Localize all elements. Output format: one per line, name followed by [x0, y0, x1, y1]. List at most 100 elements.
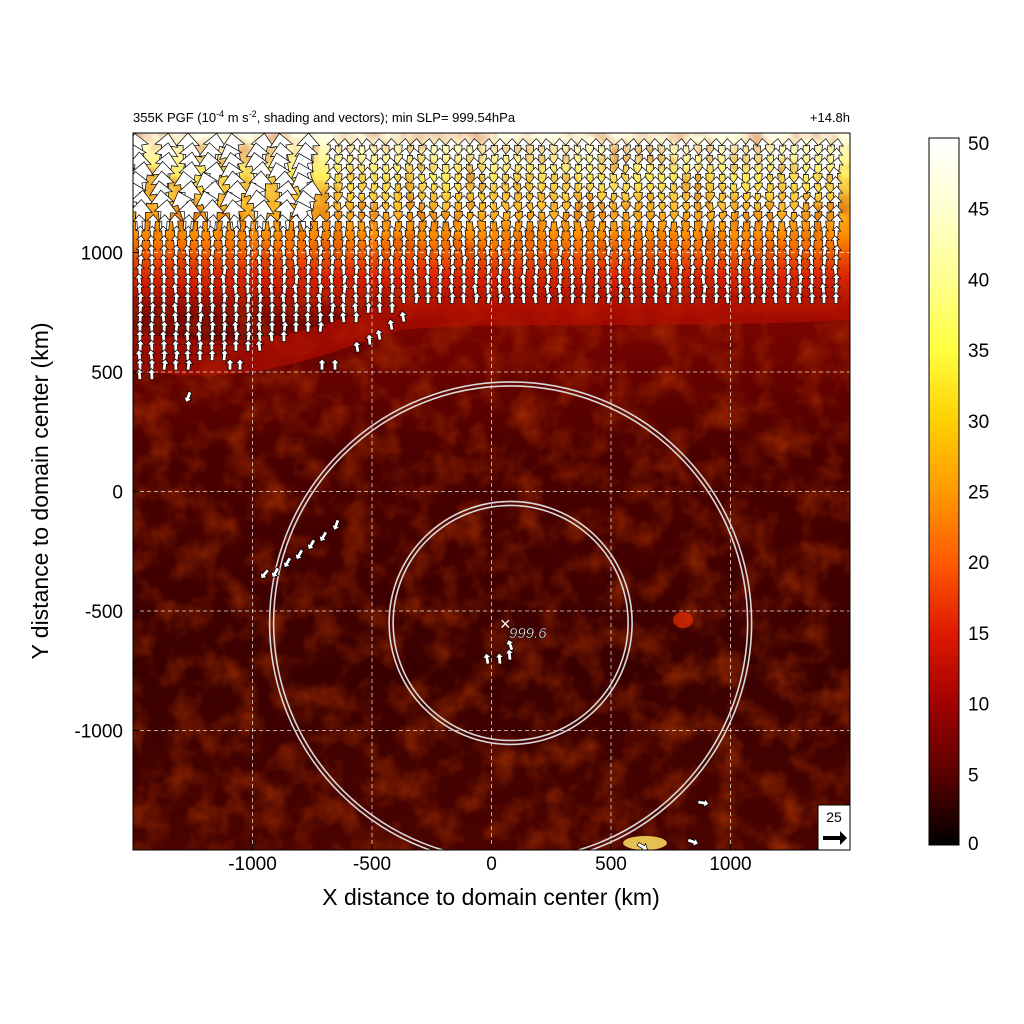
pgf-vector-arrow — [831, 225, 842, 238]
pgf-vector-arrow — [315, 254, 326, 267]
pgf-vector-arrow — [279, 282, 290, 295]
pgf-vector-arrow — [146, 339, 157, 352]
pgf-vector-arrow — [675, 235, 686, 248]
pgf-vector-arrow — [350, 273, 361, 285]
y-axis-ticks: 1000 500 0 -500 -1000 — [74, 244, 139, 743]
pgf-vector-arrow — [374, 235, 385, 248]
pgf-vector-arrow — [411, 225, 422, 238]
pgf-vector-arrow — [243, 244, 254, 257]
pgf-vector-arrow — [363, 282, 374, 295]
pgf-vector-arrow — [591, 292, 602, 305]
pgf-vector-arrow — [183, 273, 194, 285]
pgf-vector-arrow — [146, 320, 157, 333]
pgf-vector-arrow — [662, 263, 673, 276]
pgf-vector-arrow — [602, 225, 613, 238]
pgf-vector-arrow — [182, 263, 193, 276]
pgf-vector-arrow — [711, 225, 722, 238]
pgf-vector-arrow — [458, 292, 469, 305]
pgf-vector-arrow — [362, 254, 373, 267]
pgf-vector-arrow — [134, 368, 145, 381]
colorbar-tick-label: 45 — [968, 200, 989, 221]
pgf-vector-arrow — [746, 273, 757, 286]
pgf-vector-arrow — [339, 282, 350, 295]
pgf-vector-arrow — [303, 254, 314, 267]
pgf-vector-arrow — [338, 301, 349, 314]
pgf-vector-arrow — [362, 273, 373, 286]
pgf-vector-arrow — [567, 235, 578, 248]
pgf-vector-arrow — [495, 235, 506, 248]
pgf-vector-arrow — [314, 292, 325, 305]
pgf-vector-arrow — [398, 225, 409, 238]
pgf-vector-arrow — [278, 225, 289, 238]
pgf-vector-arrow — [507, 235, 518, 248]
pgf-vector-arrow — [302, 225, 313, 238]
pgf-vector-arrow — [542, 244, 553, 257]
pgf-vector-arrow — [266, 292, 277, 304]
pgf-vector-arrow — [147, 225, 158, 238]
x-tick-label: 0 — [486, 854, 497, 875]
y-tick-label: 500 — [91, 363, 123, 384]
pgf-vector-arrow — [530, 244, 541, 257]
hot-spot-east — [673, 612, 693, 628]
pgf-vector-arrow — [231, 263, 242, 276]
pgf-vector-arrow — [326, 273, 337, 286]
pgf-vector-arrow — [351, 263, 362, 276]
pgf-vector-arrow — [242, 273, 253, 286]
pgf-vector-arrow — [195, 311, 206, 324]
pgf-vector-arrow — [374, 328, 384, 341]
pgf-vector-arrow — [686, 837, 699, 847]
pgf-vector-arrow — [614, 225, 625, 238]
pgf-vector-arrow — [200, 198, 225, 230]
pgf-vector-arrow — [422, 254, 433, 267]
pgf-vector-arrow — [722, 263, 733, 276]
pgf-vector-arrow — [687, 292, 698, 305]
pgf-vector-arrow — [783, 225, 794, 238]
pgf-vector-arrow — [807, 235, 818, 248]
pgf-vector-arrow — [327, 225, 338, 238]
pgf-vector-arrow — [231, 254, 242, 266]
pgf-vector-arrow — [147, 358, 157, 371]
pgf-vector-arrow — [294, 548, 305, 560]
pgf-vector-arrow — [290, 254, 301, 267]
pgf-vector-arrow — [387, 301, 398, 314]
pgf-vector-arrow — [230, 339, 241, 352]
pgf-vector-arrow — [746, 225, 757, 238]
pgf-vector-arrow — [649, 214, 663, 231]
pgf-vector-arrow — [330, 358, 340, 371]
pgf-vector-arrow — [282, 556, 293, 568]
pgf-vector-arrow — [147, 301, 158, 314]
pgf-vector-arrow — [171, 225, 182, 238]
pgf-vector-arrow — [542, 225, 553, 238]
pgf-vector-arrow — [566, 225, 577, 238]
pgf-vector-arrow — [254, 282, 265, 295]
pgf-vector-arrow — [158, 254, 169, 267]
pgf-vector-arrow — [435, 244, 446, 257]
pgf-vector-arrow — [158, 301, 169, 314]
pgf-vector-arrow — [317, 358, 327, 371]
pgf-vector-arrow — [579, 235, 590, 248]
pgf-vector-arrow — [291, 273, 302, 286]
pgf-vector-arrow — [759, 263, 770, 276]
x-tick-label: 1000 — [709, 854, 751, 875]
pgf-vector-arrow — [231, 244, 242, 257]
pgf-vector-arrow — [279, 263, 290, 276]
pgf-vector-arrow — [290, 292, 301, 305]
ring-1000km — [268, 381, 753, 850]
pgf-vector-arrow — [566, 254, 577, 267]
pgf-vector-arrow — [387, 244, 398, 257]
pgf-vector-arrow — [819, 273, 830, 285]
pgf-vector-arrow — [434, 225, 445, 238]
pgf-vector-arrow — [746, 263, 757, 276]
pgf-vector-arrow — [254, 330, 265, 343]
pgf-vector-arrow — [134, 273, 145, 286]
pgf-vector-arrow — [183, 301, 194, 314]
ring-1000km — [272, 385, 749, 850]
pgf-vector-arrow — [206, 254, 217, 267]
pgf-vector-arrow — [254, 225, 265, 238]
plot-area: × 999.6 — [133, 133, 850, 850]
pgf-vector-arrow — [627, 235, 638, 248]
pgf-vector-arrow — [351, 311, 362, 324]
